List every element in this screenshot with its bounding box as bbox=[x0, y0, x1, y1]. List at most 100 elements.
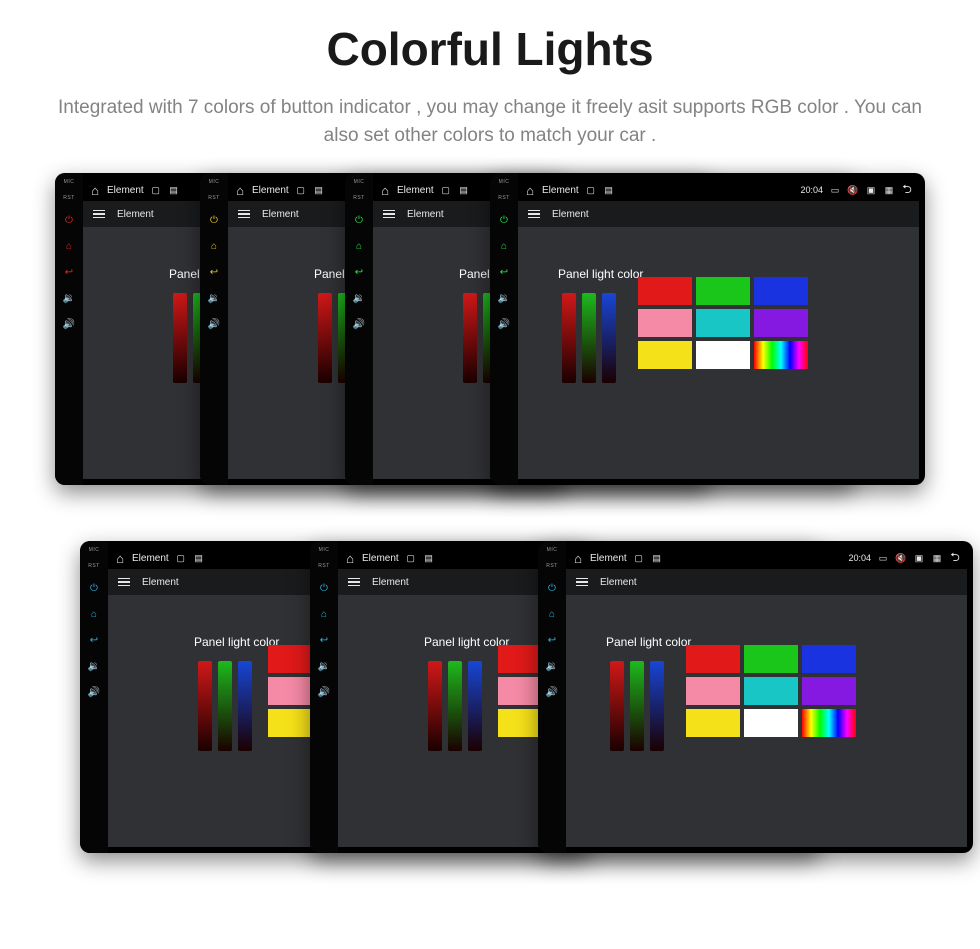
rgb-slider[interactable] bbox=[463, 293, 477, 383]
screen-icon[interactable]: ▣ bbox=[913, 552, 925, 564]
vol-up-icon[interactable]: 🔊 bbox=[545, 685, 559, 699]
rgb-slider[interactable] bbox=[582, 293, 596, 383]
color-swatch[interactable] bbox=[686, 645, 740, 673]
vol-down-icon[interactable]: 🔉 bbox=[87, 659, 101, 673]
home-status-icon[interactable]: ⌂ bbox=[524, 184, 536, 196]
status-app2-icon: ▤ bbox=[168, 184, 180, 196]
color-swatch[interactable] bbox=[754, 341, 808, 369]
rgb-slider[interactable] bbox=[218, 661, 232, 751]
color-swatch[interactable] bbox=[686, 677, 740, 705]
menu-icon[interactable] bbox=[528, 210, 540, 219]
color-swatch-grid[interactable] bbox=[686, 645, 856, 737]
vol-up-icon[interactable]: 🔊 bbox=[497, 317, 511, 331]
rgb-slider[interactable] bbox=[562, 293, 576, 383]
home-status-icon[interactable]: ⌂ bbox=[89, 184, 101, 196]
home-status-icon[interactable]: ⌂ bbox=[234, 184, 246, 196]
apps-icon[interactable]: ▦ bbox=[931, 552, 943, 564]
back-icon[interactable]: ↩ bbox=[317, 633, 331, 647]
back-icon[interactable]: ↩ bbox=[497, 265, 511, 279]
home-icon[interactable]: ⌂ bbox=[545, 607, 559, 621]
vol-down-icon[interactable]: 🔉 bbox=[497, 291, 511, 305]
home-icon[interactable]: ⌂ bbox=[62, 239, 76, 253]
color-swatch[interactable] bbox=[802, 645, 856, 673]
rgb-sliders[interactable] bbox=[428, 661, 482, 751]
rgb-slider[interactable] bbox=[173, 293, 187, 383]
power-icon[interactable]: ⏻ bbox=[545, 581, 559, 595]
power-icon[interactable]: ⏻ bbox=[87, 581, 101, 595]
return-icon[interactable]: ⮌ bbox=[901, 184, 913, 196]
back-icon[interactable]: ↩ bbox=[352, 265, 366, 279]
home-status-icon[interactable]: ⌂ bbox=[572, 552, 584, 564]
rgb-slider[interactable] bbox=[650, 661, 664, 751]
rgb-sliders[interactable] bbox=[562, 293, 616, 383]
rgb-slider[interactable] bbox=[610, 661, 624, 751]
color-swatch[interactable] bbox=[696, 341, 750, 369]
rgb-sliders[interactable] bbox=[610, 661, 664, 751]
color-swatch[interactable] bbox=[686, 709, 740, 737]
rgb-slider[interactable] bbox=[448, 661, 462, 751]
color-swatch[interactable] bbox=[638, 341, 692, 369]
rgb-slider[interactable] bbox=[238, 661, 252, 751]
vol-down-icon[interactable]: 🔉 bbox=[207, 291, 221, 305]
color-swatch[interactable] bbox=[696, 309, 750, 337]
color-swatch[interactable] bbox=[802, 677, 856, 705]
menu-icon[interactable] bbox=[238, 210, 250, 219]
power-icon[interactable]: ⏻ bbox=[352, 213, 366, 227]
home-icon[interactable]: ⌂ bbox=[352, 239, 366, 253]
menu-icon[interactable] bbox=[93, 210, 105, 219]
vol-down-icon[interactable]: 🔉 bbox=[62, 291, 76, 305]
back-icon[interactable]: ↩ bbox=[62, 265, 76, 279]
vol-up-icon[interactable]: 🔊 bbox=[317, 685, 331, 699]
color-swatch[interactable] bbox=[744, 709, 798, 737]
home-icon[interactable]: ⌂ bbox=[317, 607, 331, 621]
rgb-sliders[interactable] bbox=[198, 661, 252, 751]
vol-down-icon[interactable]: 🔉 bbox=[545, 659, 559, 673]
back-icon[interactable]: ↩ bbox=[207, 265, 221, 279]
cast-icon[interactable]: ▭ bbox=[877, 552, 889, 564]
color-swatch[interactable] bbox=[802, 709, 856, 737]
color-swatch-grid[interactable] bbox=[638, 277, 808, 369]
vol-up-icon[interactable]: 🔊 bbox=[87, 685, 101, 699]
back-icon[interactable]: ↩ bbox=[545, 633, 559, 647]
vol-down-icon[interactable]: 🔉 bbox=[352, 291, 366, 305]
rgb-slider[interactable] bbox=[428, 661, 442, 751]
vol-up-icon[interactable]: 🔊 bbox=[207, 317, 221, 331]
home-status-icon[interactable]: ⌂ bbox=[379, 184, 391, 196]
color-swatch[interactable] bbox=[638, 309, 692, 337]
vol-up-icon[interactable]: 🔊 bbox=[62, 317, 76, 331]
menu-icon[interactable] bbox=[383, 210, 395, 219]
rgb-slider[interactable] bbox=[602, 293, 616, 383]
color-swatch[interactable] bbox=[744, 677, 798, 705]
rgb-slider[interactable] bbox=[630, 661, 644, 751]
back-icon[interactable]: ↩ bbox=[87, 633, 101, 647]
home-icon[interactable]: ⌂ bbox=[497, 239, 511, 253]
apps-icon[interactable]: ▦ bbox=[883, 184, 895, 196]
home-status-icon[interactable]: ⌂ bbox=[344, 552, 356, 564]
vol-down-icon[interactable]: 🔉 bbox=[317, 659, 331, 673]
cast-icon[interactable]: ▭ bbox=[829, 184, 841, 196]
home-icon[interactable]: ⌂ bbox=[207, 239, 221, 253]
color-swatch[interactable] bbox=[754, 309, 808, 337]
menu-icon[interactable] bbox=[118, 578, 130, 587]
power-icon[interactable]: ⏻ bbox=[317, 581, 331, 595]
power-icon[interactable]: ⏻ bbox=[62, 213, 76, 227]
home-icon[interactable]: ⌂ bbox=[87, 607, 101, 621]
return-icon[interactable]: ⮌ bbox=[949, 552, 961, 564]
color-swatch[interactable] bbox=[744, 645, 798, 673]
color-swatch[interactable] bbox=[696, 277, 750, 305]
menu-icon[interactable] bbox=[576, 578, 588, 587]
color-swatch[interactable] bbox=[638, 277, 692, 305]
home-status-icon[interactable]: ⌂ bbox=[114, 552, 126, 564]
color-swatch[interactable] bbox=[754, 277, 808, 305]
rgb-slider[interactable] bbox=[468, 661, 482, 751]
rgb-slider[interactable] bbox=[198, 661, 212, 751]
rgb-slider[interactable] bbox=[318, 293, 332, 383]
mute-icon[interactable]: 🔇 bbox=[895, 552, 907, 564]
mute-icon[interactable]: 🔇 bbox=[847, 184, 859, 196]
power-icon[interactable]: ⏻ bbox=[207, 213, 221, 227]
status-title: Element bbox=[397, 185, 434, 196]
vol-up-icon[interactable]: 🔊 bbox=[352, 317, 366, 331]
power-icon[interactable]: ⏻ bbox=[497, 213, 511, 227]
menu-icon[interactable] bbox=[348, 578, 360, 587]
screen-icon[interactable]: ▣ bbox=[865, 184, 877, 196]
